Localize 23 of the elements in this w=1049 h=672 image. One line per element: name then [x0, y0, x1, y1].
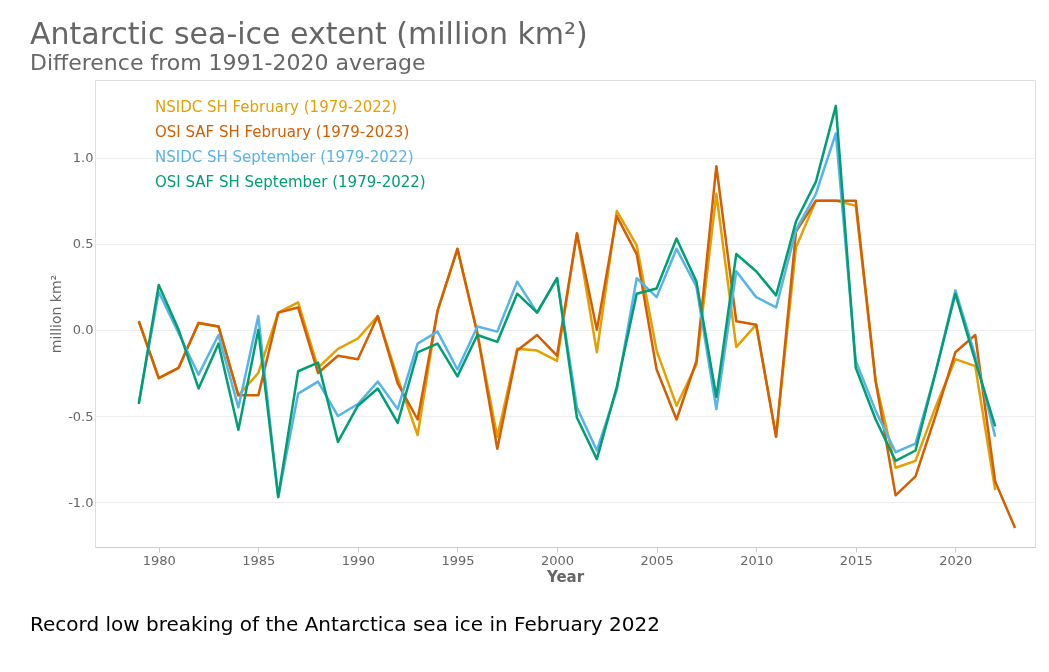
y-axis-title: million km² — [48, 274, 65, 354]
y-tick-label: 1.0 — [72, 150, 94, 166]
chart-subtitle: Difference from 1991-2020 average — [30, 50, 426, 75]
y-tick-label: 0.0 — [72, 322, 94, 338]
x-tick-label: 2015 — [839, 552, 873, 568]
text: OSI SAF SH February (1979-2023) — [155, 123, 410, 141]
text: Record low breaking of the Antarctica sea ice in February 2022 — [30, 612, 660, 636]
x-axis-title: Year — [545, 567, 585, 586]
x-tick-label: 1995 — [441, 552, 475, 568]
y-tick-label: -0.5 — [68, 408, 94, 424]
x-tick-label: 1980 — [142, 552, 176, 568]
chart-title: Antarctic sea-ice extent (million km²) — [30, 16, 588, 51]
text: NSIDC SH February (1979-2022) — [155, 98, 398, 116]
x-tick-label: 2020 — [939, 552, 973, 568]
x-tick-label: 1990 — [341, 552, 375, 568]
text: OSI SAF SH September (1979-2022) — [155, 173, 426, 191]
y-tick-label: -1.0 — [68, 494, 94, 510]
x-tick-label: 2000 — [540, 552, 575, 568]
x-tick-label: 2005 — [640, 552, 674, 568]
y-tick-label: 0.5 — [72, 236, 94, 252]
x-tick-label: 2010 — [740, 552, 774, 568]
text: NSIDC SH September (1979-2022) — [155, 148, 414, 166]
x-tick-label: 1985 — [242, 552, 276, 568]
